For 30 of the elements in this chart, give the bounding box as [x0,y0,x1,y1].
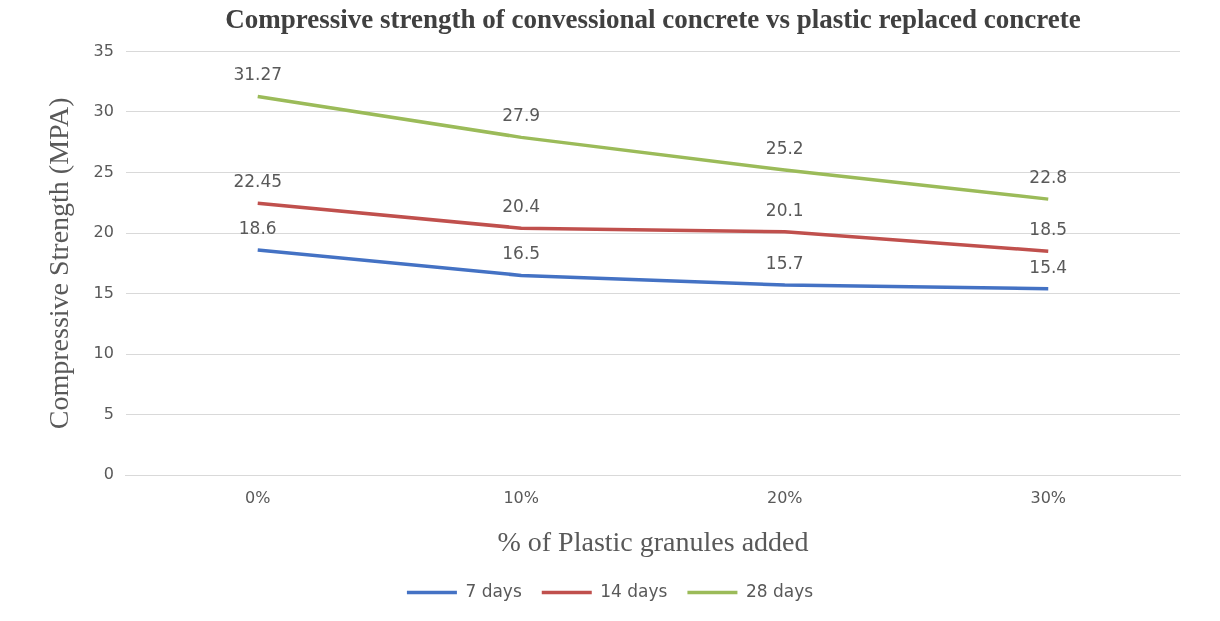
data-label: 22.8 [1029,167,1068,188]
data-label: 20.1 [765,199,804,220]
data-label: 18.5 [1029,219,1068,240]
chart-title: Compressive strength of convessional concrete vs plastic replaced concrete [225,4,1081,35]
x-tick-label: 0% [245,487,271,507]
y-tick-label: 0 [103,464,114,484]
data-label: 15.7 [765,253,804,274]
y-tick-label: 5 [103,403,114,423]
legend-label: 28 days [745,580,814,601]
x-axis-title: % of Plastic granules added [497,525,809,557]
y-tick-label: 20 [93,222,114,242]
y-tick-label: 10 [93,343,114,363]
legend-label: 7 days [465,580,522,601]
y-tick-label: 35 [93,40,114,60]
data-label: 18.6 [238,217,277,238]
data-label: 31.27 [233,64,283,85]
data-label: 15.4 [1029,256,1068,277]
y-tick-label: 15 [93,282,114,302]
data-label: 22.45 [233,171,283,192]
data-label: 25.2 [765,137,804,158]
y-tick-label: 30 [93,101,114,121]
data-label: 20.4 [502,196,541,217]
x-tick-label: 30% [1030,487,1067,507]
legend-label: 14 days [600,580,668,601]
y-axis-title: Compressive Strength (MPA) [43,97,75,430]
x-tick-label: 20% [766,487,803,507]
x-tick-label: 10% [503,487,540,507]
y-tick-label: 25 [93,161,114,181]
data-label: 27.9 [502,105,541,126]
data-label: 16.5 [502,243,541,264]
